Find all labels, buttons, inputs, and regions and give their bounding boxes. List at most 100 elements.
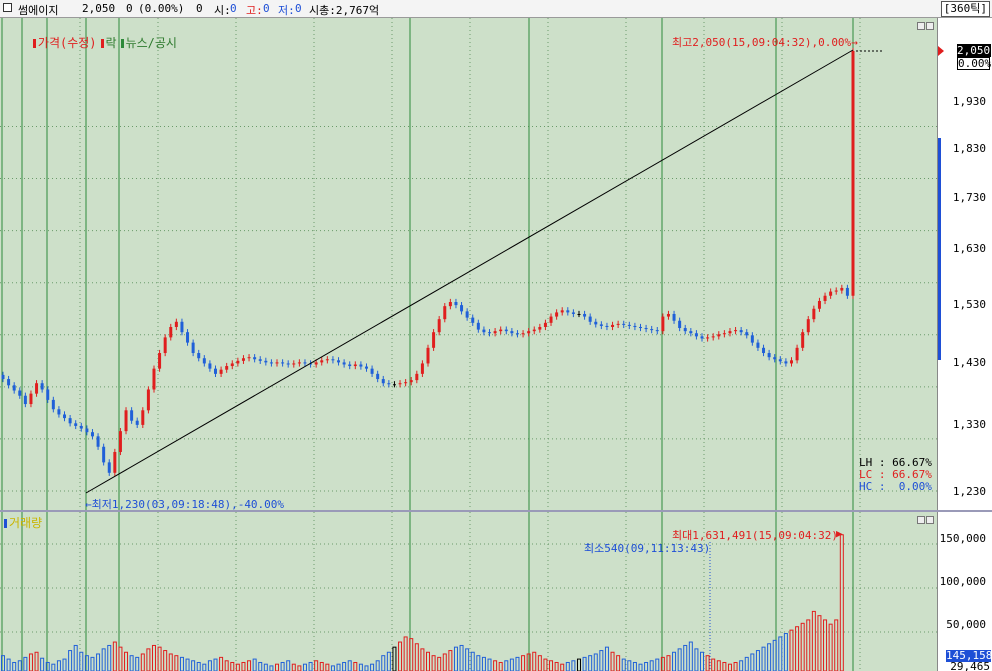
last-price-marker: 2,050 [957,44,991,57]
volume-bar [135,656,140,671]
news-color-swatch [120,39,124,48]
volume-axis[interactable]: 150,000 100,000 50,000 [937,512,992,671]
volume-bar [515,656,520,671]
volume-bar [90,656,95,671]
volume-bar [604,646,609,671]
volume-bar [521,655,526,671]
volume-bar [487,658,492,671]
volume-bar [196,661,201,671]
candle-body [118,431,122,452]
legend-fall[interactable]: 락 [105,36,117,50]
candle-body [773,357,777,360]
minimize-pane-icon[interactable] [917,22,925,30]
volume-bar [302,663,307,671]
tick-period-button[interactable]: [360틱] [940,1,990,17]
pane-divider[interactable] [0,510,992,512]
volume-bar [185,658,190,671]
volume-bar [62,658,67,671]
candle-body [381,379,385,384]
candle-body [627,324,631,326]
minimize-pane-icon[interactable] [917,516,925,524]
candle-body [96,436,100,447]
candle-body [465,311,469,318]
price-tick-1430: 1,430 [952,356,986,369]
volume-bar [649,660,654,671]
price-chart-pane[interactable]: 가격(수정) 락 뉴스/공시 최고2,050(15,09:04:32),0.00%→… [0,18,937,511]
candle-body [666,313,670,317]
volume-bar [241,661,246,671]
volume-color-swatch [4,519,7,528]
volume-bar [151,644,156,671]
volume-bar [621,658,626,671]
title-bar: 썸에이지 2,050 0 (0.00%) 0 시: 0 고: 0 저: 0 시총… [0,0,992,18]
candle-body [739,330,743,333]
candle-body [152,368,156,390]
candle-body [409,380,413,383]
volume-bar [655,658,660,671]
price-tick-1530: 1,530 [952,298,986,311]
volume-bar [213,658,218,671]
volume-bar [230,661,235,671]
candle-body [325,359,329,361]
candle-body [633,325,637,327]
candle-body [404,382,408,384]
volume-bar [314,660,319,671]
volume-tick-50000: 50,000 [946,618,986,631]
volume-pane-control-icons[interactable] [916,514,934,524]
candle-body [264,360,268,363]
volume-value: 0 [196,2,203,15]
volume-chart-pane[interactable]: 거래량 최대1,631,491(15,09:04:32) ▶ 최소540(09,… [0,512,937,671]
volume-bar [683,644,688,671]
change-percent: (0.00%) [138,2,185,15]
volume-bar [101,648,106,671]
volume-bar [431,655,436,671]
candle-body [851,51,855,296]
candle-body [694,333,698,337]
volume-bar [308,661,313,671]
pane-checkbox[interactable] [3,3,12,12]
volume-bar [795,626,800,671]
candle-body [661,316,665,332]
market-cap: 시총:2,767억 [309,4,380,17]
pane-control-icons[interactable] [916,20,934,30]
candle-body [7,379,11,386]
legend-volume[interactable]: 거래량 [9,516,43,530]
volume-bar [146,648,151,671]
candle-body [611,324,615,327]
volume-bar [286,660,291,671]
volume-bar [498,661,503,671]
candle-body [577,313,581,315]
price-axis[interactable]: 1,930 1,830 1,730 1,630 1,530 1,430 1,33… [937,18,992,510]
candle-body [795,347,799,361]
price-tick-1730: 1,730 [952,191,986,204]
legend-price[interactable]: 가격(수정) [37,36,97,50]
volume-bar [179,656,184,671]
candle-body [23,395,27,405]
close-pane-icon[interactable] [926,22,934,30]
candle-body [560,310,564,313]
candle-body [806,319,810,333]
volume-bar [426,651,430,671]
close-pane-icon[interactable] [926,516,934,524]
volume-bar [688,641,693,671]
candle-body [12,385,16,391]
candle-body [504,329,508,332]
volume-bar [666,655,671,671]
volume-bar [118,646,123,671]
candle-body [269,362,273,364]
candle-body [655,330,659,332]
volume-bar [420,648,425,671]
legend-news[interactable]: 뉴스/공시 [125,36,177,50]
candle-body [778,359,782,362]
volume-bar [370,663,375,671]
volume-bar [560,663,565,671]
volume-bar [755,650,760,671]
candle-body [639,326,642,329]
volume-bar [168,653,173,671]
candle-body [230,363,234,367]
candle-body [482,329,486,333]
candle-body [292,363,296,365]
candle-body [532,329,536,332]
volume-bar [112,641,117,671]
volume-bar [509,658,514,671]
